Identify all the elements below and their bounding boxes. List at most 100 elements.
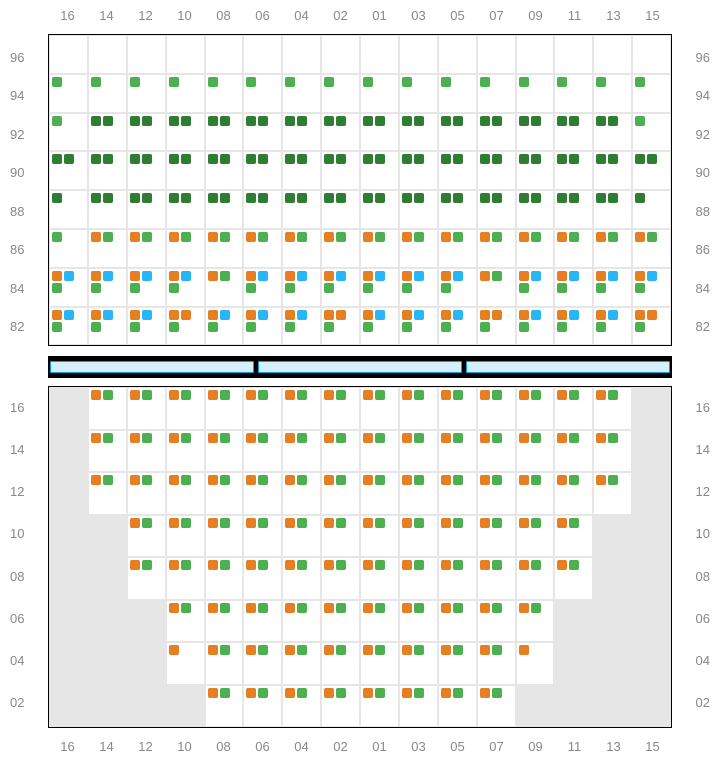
seat-cell[interactable] xyxy=(360,190,399,229)
seat-cell[interactable] xyxy=(438,430,477,473)
seat-cell[interactable] xyxy=(477,600,516,643)
seat-cell[interactable] xyxy=(516,642,555,685)
seat-cell[interactable] xyxy=(438,74,477,113)
seat-cell[interactable] xyxy=(127,74,166,113)
seat-cell[interactable] xyxy=(321,600,360,643)
seat-cell[interactable] xyxy=(399,557,438,600)
seat-cell[interactable] xyxy=(632,268,671,307)
seat-cell[interactable] xyxy=(438,268,477,307)
seat-cell[interactable] xyxy=(632,190,671,229)
seat-cell[interactable] xyxy=(321,74,360,113)
seat-cell[interactable] xyxy=(282,151,321,190)
seat-cell[interactable] xyxy=(554,74,593,113)
seat-cell[interactable] xyxy=(166,600,205,643)
seat-cell[interactable] xyxy=(282,74,321,113)
seat-cell[interactable] xyxy=(205,113,244,152)
seat-cell[interactable] xyxy=(632,229,671,268)
seat-cell[interactable] xyxy=(243,387,282,430)
seat-cell[interactable] xyxy=(166,642,205,685)
seat-cell[interactable] xyxy=(477,685,516,728)
seat-cell[interactable] xyxy=(438,557,477,600)
seat-cell[interactable] xyxy=(554,113,593,152)
seat-cell[interactable] xyxy=(360,472,399,515)
seat-cell[interactable] xyxy=(477,35,516,74)
seat-cell[interactable] xyxy=(554,190,593,229)
seat-cell[interactable] xyxy=(166,307,205,346)
seat-cell[interactable] xyxy=(360,515,399,558)
seat-cell[interactable] xyxy=(88,387,127,430)
seat-cell[interactable] xyxy=(88,229,127,268)
seat-cell[interactable] xyxy=(127,190,166,229)
seat-cell[interactable] xyxy=(166,268,205,307)
seat-cell[interactable] xyxy=(554,387,593,430)
seat-cell[interactable] xyxy=(282,307,321,346)
seat-cell[interactable] xyxy=(321,307,360,346)
seat-cell[interactable] xyxy=(632,74,671,113)
seat-cell[interactable] xyxy=(321,642,360,685)
seat-cell[interactable] xyxy=(399,472,438,515)
seat-cell[interactable] xyxy=(438,685,477,728)
seat-cell[interactable] xyxy=(166,229,205,268)
seat-cell[interactable] xyxy=(205,600,244,643)
seat-cell[interactable] xyxy=(554,430,593,473)
seat-cell[interactable] xyxy=(127,35,166,74)
seat-cell[interactable] xyxy=(399,685,438,728)
seat-cell[interactable] xyxy=(243,557,282,600)
seat-cell[interactable] xyxy=(399,307,438,346)
seat-cell[interactable] xyxy=(282,557,321,600)
seat-cell[interactable] xyxy=(282,387,321,430)
seat-cell[interactable] xyxy=(243,74,282,113)
seat-cell[interactable] xyxy=(127,307,166,346)
seat-cell[interactable] xyxy=(166,430,205,473)
seat-cell[interactable] xyxy=(205,472,244,515)
seat-cell[interactable] xyxy=(205,190,244,229)
seat-cell[interactable] xyxy=(205,268,244,307)
seat-cell[interactable] xyxy=(477,74,516,113)
seat-cell[interactable] xyxy=(477,151,516,190)
seat-cell[interactable] xyxy=(438,515,477,558)
seat-cell[interactable] xyxy=(282,268,321,307)
seat-cell[interactable] xyxy=(205,307,244,346)
seat-cell[interactable] xyxy=(477,113,516,152)
seat-cell[interactable] xyxy=(205,430,244,473)
seat-cell[interactable] xyxy=(321,113,360,152)
seat-cell[interactable] xyxy=(205,642,244,685)
seat-cell[interactable] xyxy=(360,642,399,685)
seat-cell[interactable] xyxy=(243,307,282,346)
seat-cell[interactable] xyxy=(166,557,205,600)
seat-cell[interactable] xyxy=(360,430,399,473)
seat-cell[interactable] xyxy=(438,35,477,74)
seat-cell[interactable] xyxy=(399,387,438,430)
seat-cell[interactable] xyxy=(282,685,321,728)
seat-cell[interactable] xyxy=(593,387,632,430)
seat-cell[interactable] xyxy=(282,515,321,558)
seat-cell[interactable] xyxy=(516,35,555,74)
seat-cell[interactable] xyxy=(360,229,399,268)
seat-cell[interactable] xyxy=(477,229,516,268)
seat-cell[interactable] xyxy=(593,268,632,307)
seat-cell[interactable] xyxy=(438,472,477,515)
seat-cell[interactable] xyxy=(399,268,438,307)
seat-cell[interactable] xyxy=(399,515,438,558)
seat-cell[interactable] xyxy=(282,113,321,152)
seat-cell[interactable] xyxy=(593,472,632,515)
seat-cell[interactable] xyxy=(554,307,593,346)
seat-cell[interactable] xyxy=(243,430,282,473)
seat-cell[interactable] xyxy=(127,151,166,190)
seat-cell[interactable] xyxy=(205,515,244,558)
seat-cell[interactable] xyxy=(243,151,282,190)
seat-cell[interactable] xyxy=(360,600,399,643)
seat-cell[interactable] xyxy=(554,557,593,600)
seat-cell[interactable] xyxy=(127,229,166,268)
seat-cell[interactable] xyxy=(399,600,438,643)
seat-cell[interactable] xyxy=(399,113,438,152)
seat-cell[interactable] xyxy=(593,151,632,190)
seat-cell[interactable] xyxy=(438,229,477,268)
seat-cell[interactable] xyxy=(516,515,555,558)
seat-cell[interactable] xyxy=(438,307,477,346)
seat-cell[interactable] xyxy=(205,557,244,600)
seat-cell[interactable] xyxy=(554,35,593,74)
seat-cell[interactable] xyxy=(243,685,282,728)
seat-cell[interactable] xyxy=(49,113,88,152)
seat-cell[interactable] xyxy=(516,229,555,268)
